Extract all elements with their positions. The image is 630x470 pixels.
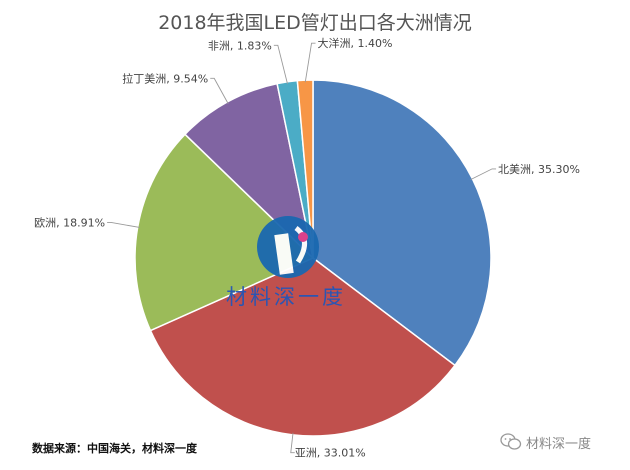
- leader-line-0: [470, 168, 497, 180]
- chart-title: 2018年我国LED管灯出口各大洲情况: [158, 12, 472, 34]
- slice-label-5: 大洋洲, 1.40%: [318, 36, 393, 50]
- leader-line-4: [273, 44, 288, 84]
- pie-slices: [134, 79, 492, 437]
- slice-label-0: 北美洲, 35.30%: [498, 163, 580, 176]
- leader-line-2: [107, 222, 140, 228]
- watermark-logo: 材料深一度: [226, 216, 346, 309]
- slice-labels: 北美洲, 35.30% 亚洲, 33.01% 欧洲, 18.91% 拉丁美洲, 9.5…: [34, 36, 580, 460]
- slice-label-2: 欧洲, 18.91%: [34, 216, 105, 229]
- slice-label-3: 拉丁美洲, 9.54%: [122, 71, 208, 85]
- leader-line-3: [210, 77, 229, 104]
- leader-line-1: [290, 432, 295, 454]
- slice-label-1: 亚洲, 33.01%: [295, 447, 366, 460]
- leader-lines: [107, 42, 497, 454]
- wechat-icon: [500, 433, 522, 451]
- watermark-text: 材料深一度: [226, 285, 346, 309]
- wechat-badge-text: 材料深一度: [526, 436, 592, 452]
- data-source-note: 数据来源：中国海关，材料深一度: [32, 442, 197, 455]
- leader-line-5: [304, 42, 316, 83]
- wechat-badge: 材料深一度: [500, 432, 591, 452]
- slice-label-4: 非洲, 1.83%: [208, 39, 272, 52]
